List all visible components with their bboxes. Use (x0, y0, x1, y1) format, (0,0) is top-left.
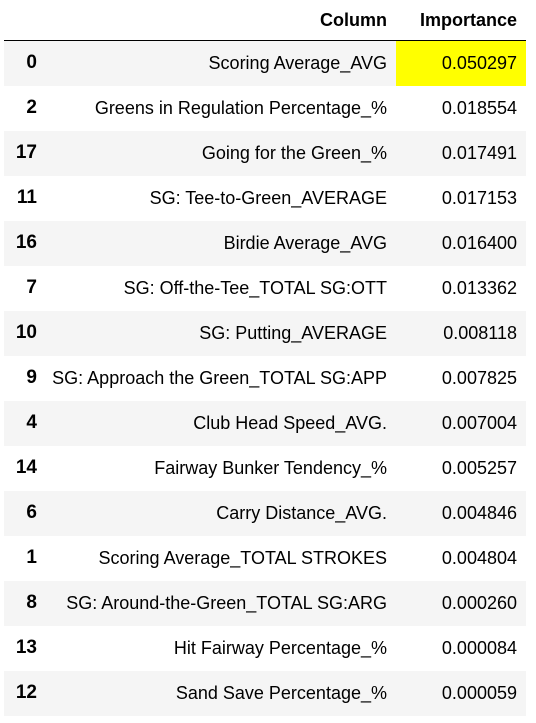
importance-cell: 0.016400 (441, 232, 517, 253)
column-cell: Birdie Average_AVG (223, 232, 387, 253)
row-index: 16 (15, 232, 37, 253)
column-cell: Fairway Bunker Tendency_% (154, 457, 387, 478)
row-index: 0 (26, 52, 37, 74)
importance-cell: 0.007825 (441, 367, 517, 388)
table-row: 10 SG: Putting_AVERAGE 0.008118 (4, 310, 526, 356)
importance-cell: 0.000260 (441, 592, 517, 613)
column-cell: Scoring Average_TOTAL STROKES (98, 547, 387, 568)
importance-cell: 0.007004 (441, 412, 517, 433)
row-index: 14 (15, 457, 37, 478)
column-cell: SG: Tee-to-Green_AVERAGE (149, 187, 387, 208)
column-cell: Scoring Average_AVG (208, 52, 387, 73)
row-index: 12 (15, 682, 37, 703)
index-header (4, 0, 50, 41)
table-row: 6 Carry Distance_AVG. 0.004846 (4, 490, 526, 536)
row-index: 1 (26, 547, 37, 568)
row-index: 9 (26, 367, 37, 388)
row-index: 7 (26, 277, 37, 298)
row-index: 10 (15, 322, 37, 343)
importance-cell: 0.008118 (443, 322, 517, 343)
row-index: 8 (26, 592, 37, 613)
table-body: 0 Scoring Average_AVG 0.050297 2 Greens … (4, 40, 526, 716)
row-index: 2 (26, 97, 37, 118)
table-row: 16 Birdie Average_AVG 0.016400 (4, 220, 526, 266)
table-row: 11 SG: Tee-to-Green_AVERAGE 0.017153 (4, 175, 526, 221)
table-row: 2 Greens in Regulation Percentage_% 0.01… (4, 85, 526, 131)
importance-cell: 0.013362 (441, 277, 517, 298)
column-cell: Carry Distance_AVG. (216, 502, 387, 523)
table-row: 0 Scoring Average_AVG 0.050297 (4, 40, 526, 86)
row-index: 17 (15, 142, 37, 163)
table-row: 17 Going for the Green_% 0.017491 (4, 130, 526, 176)
table-row: 4 Club Head Speed_AVG. 0.007004 (4, 400, 526, 446)
column-cell: Greens in Regulation Percentage_% (94, 97, 387, 118)
importance-cell: 0.005257 (441, 457, 517, 478)
importance-header: Importance (396, 0, 526, 41)
importance-cell: 0.018554 (441, 97, 517, 118)
importance-cell: 0.017491 (441, 142, 517, 163)
table-row: 1 Scoring Average_TOTAL STROKES 0.004804 (4, 535, 526, 581)
column-cell: SG: Putting_AVERAGE (199, 322, 387, 343)
importance-cell: 0.000084 (441, 637, 517, 658)
feature-importance-table: Column Importance 0 Scoring Average_AVG … (4, 0, 526, 716)
header-row: Column Importance (4, 0, 526, 41)
column-cell: Club Head Speed_AVG. (193, 412, 387, 433)
row-index: 6 (26, 502, 37, 523)
importance-cell: 0.000059 (441, 682, 517, 703)
table-header: Column Importance (4, 0, 526, 41)
column-cell: SG: Around-the-Green_TOTAL SG:ARG (66, 592, 387, 613)
column-cell: Sand Save Percentage_% (175, 682, 387, 703)
column-cell: Hit Fairway Percentage_% (173, 637, 387, 658)
column-header: Column (50, 0, 396, 41)
importance-cell: 0.004804 (441, 547, 517, 568)
table-row: 8 SG: Around-the-Green_TOTAL SG:ARG 0.00… (4, 580, 526, 626)
table-row: 14 Fairway Bunker Tendency_% 0.005257 (4, 445, 526, 491)
row-index: 4 (26, 412, 37, 433)
row-index: 13 (15, 637, 37, 658)
table-row: 9 SG: Approach the Green_TOTAL SG:APP 0.… (4, 355, 526, 401)
table-row: 12 Sand Save Percentage_% 0.000059 (4, 670, 526, 716)
table-row: 7 SG: Off-the-Tee_TOTAL SG:OTT 0.013362 (4, 265, 526, 311)
importance-cell-highlighted: 0.050297 (396, 40, 526, 86)
column-cell: Going for the Green_% (201, 142, 387, 163)
column-cell: SG: Approach the Green_TOTAL SG:APP (52, 367, 387, 388)
importance-cell: 0.004846 (441, 502, 517, 523)
column-cell: SG: Off-the-Tee_TOTAL SG:OTT (123, 277, 387, 298)
row-index: 11 (16, 187, 37, 208)
importance-cell: 0.017153 (441, 187, 517, 208)
table-row: 13 Hit Fairway Percentage_% 0.000084 (4, 625, 526, 671)
